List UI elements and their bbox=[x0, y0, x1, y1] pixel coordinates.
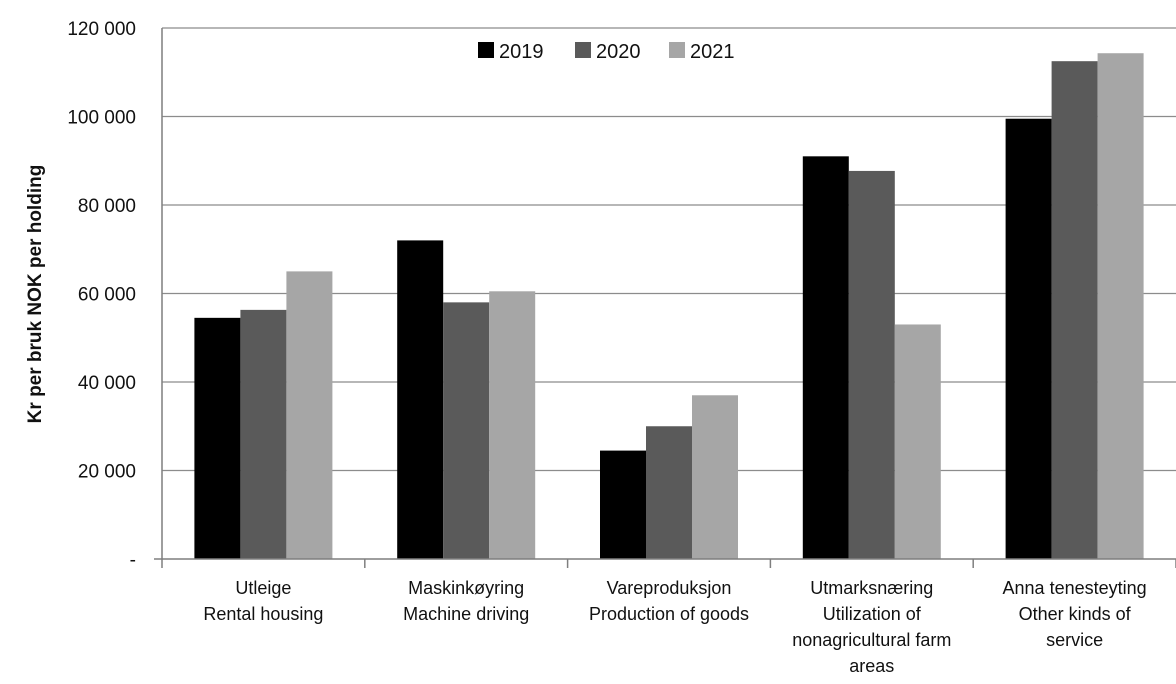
y-tick-label: 20 000 bbox=[78, 462, 136, 483]
bar-2020-4 bbox=[1051, 61, 1098, 559]
bars bbox=[194, 53, 1144, 560]
legend: 2019 2020 2021 bbox=[478, 41, 735, 63]
x-category-label: areas bbox=[849, 656, 894, 676]
x-axis-category-labels: Utleige Rental housing Maskinkøyring Machin… bbox=[203, 578, 1146, 676]
x-category-label: Rental housing bbox=[203, 604, 323, 624]
bar-2021-2 bbox=[692, 395, 738, 559]
bar-2021-4 bbox=[1097, 53, 1144, 559]
bar-2019-3 bbox=[802, 156, 849, 559]
x-category-label: Utleige bbox=[235, 578, 291, 598]
bar-2021-0 bbox=[286, 271, 333, 559]
x-category-label: Machine driving bbox=[403, 604, 529, 624]
bar-2020-2 bbox=[646, 426, 692, 559]
y-axis-ticks: - 20 000 40 000 60 000 80 000 100 000 120 000 bbox=[67, 19, 136, 571]
x-category-label: Other kinds of bbox=[1019, 604, 1132, 624]
legend-label-2019: 2019 bbox=[499, 41, 544, 63]
bar-2019-0 bbox=[194, 317, 241, 559]
legend-swatch-2021 bbox=[669, 42, 685, 58]
x-category-label: Vareproduksjon bbox=[607, 578, 732, 598]
y-tick-label: - bbox=[130, 550, 136, 571]
y-axis-label: Kr per bruk NOK per holding bbox=[25, 165, 46, 424]
bar-2020-1 bbox=[443, 302, 490, 559]
x-category-label: service bbox=[1046, 630, 1103, 650]
y-tick-label: 60 000 bbox=[78, 285, 136, 306]
bar-2021-1 bbox=[489, 291, 536, 559]
bar-2020-0 bbox=[240, 309, 287, 559]
bar-2020-3 bbox=[848, 170, 895, 560]
legend-label-2020: 2020 bbox=[596, 41, 641, 63]
legend-swatch-2019 bbox=[478, 42, 494, 58]
axes bbox=[154, 28, 1176, 568]
y-tick-label: 40 000 bbox=[78, 373, 136, 394]
legend-swatch-2020 bbox=[575, 42, 591, 58]
bar-2019-1 bbox=[397, 240, 444, 559]
legend-label-2021: 2021 bbox=[690, 41, 735, 63]
bar-2019-2 bbox=[600, 450, 646, 559]
bar-2021-3 bbox=[894, 324, 941, 559]
x-category-label: Production of goods bbox=[589, 604, 749, 624]
y-tick-label: 120 000 bbox=[67, 19, 136, 40]
x-category-label: Utilization of bbox=[823, 604, 922, 624]
x-category-label: nonagricultural farm bbox=[792, 630, 951, 650]
y-tick-label: 100 000 bbox=[67, 108, 136, 129]
x-category-label: Utmarksnæring bbox=[810, 578, 933, 598]
x-category-label: Anna tenesteyting bbox=[1003, 578, 1147, 598]
bar-2019-4 bbox=[1005, 118, 1052, 560]
x-category-label: Maskinkøyring bbox=[408, 578, 524, 598]
y-tick-label: 80 000 bbox=[78, 196, 136, 217]
